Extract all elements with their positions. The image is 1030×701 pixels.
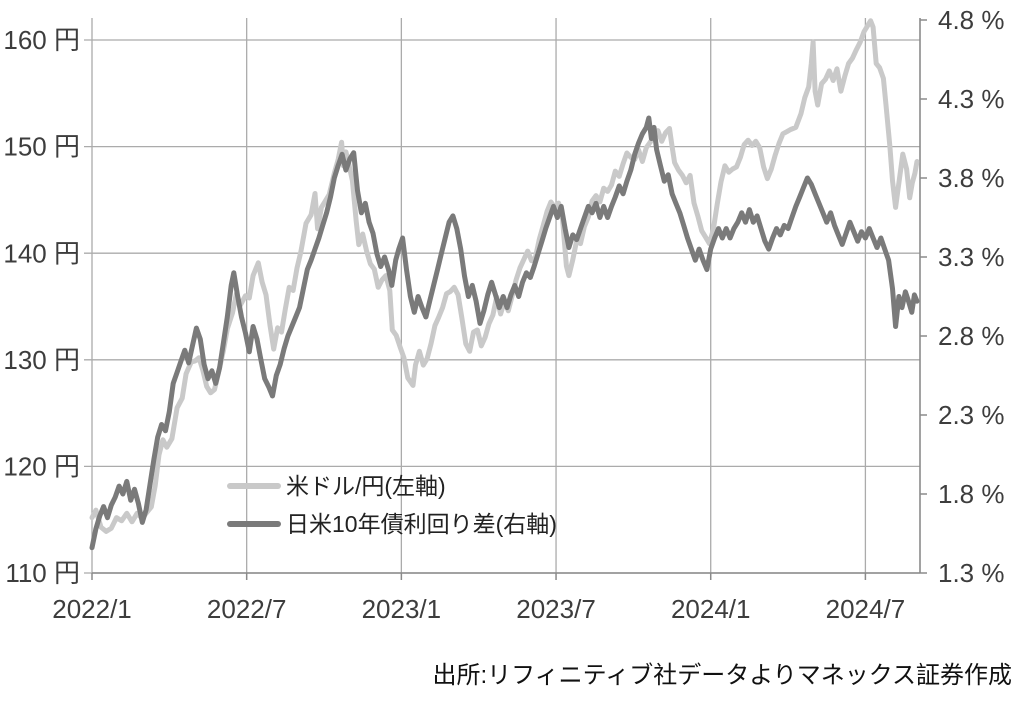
left-axis-tick-label: 120 円: [3, 452, 80, 482]
right-axis-tick-label: 4.8 %: [938, 5, 1005, 35]
usdjpy-line: [89, 18, 920, 534]
legend-item-label: 日米10年債利回り差(右軸): [286, 511, 557, 537]
yield-spread-line: [89, 115, 920, 551]
right-axis-labels: 4.8 % 4.3 % 3.8 % 3.3 % 2.8 % 2.3 % 1.8 % 1.3 %: [938, 5, 1005, 588]
axes: [91, 18, 927, 580]
left-axis-tick-label: 160 円: [3, 25, 80, 55]
x-axis-tick-label: 2024/7: [826, 594, 906, 624]
right-axis-tick-label: 3.8 %: [938, 163, 1005, 193]
left-axis-tick-label: 110 円: [5, 558, 80, 588]
right-axis-tick-label: 4.3 %: [938, 84, 1005, 114]
x-axis-tick-label: 2023/7: [516, 594, 596, 624]
x-axis-tick-label: 2022/7: [207, 594, 287, 624]
legend-item-label: 米ドル/円(左軸): [286, 473, 446, 499]
right-axis-tick-label: 2.3 %: [938, 400, 1005, 430]
right-axis-tick-label: 2.8 %: [938, 321, 1005, 351]
left-axis-tick-label: 150 円: [3, 132, 80, 162]
source-note: 出所:リフィニティブ社データよりマネックス証券作成: [432, 662, 1012, 689]
left-axis-tick-label: 140 円: [3, 238, 80, 268]
right-axis-tick-label: 3.3 %: [938, 242, 1005, 272]
right-axis-tick-label: 1.8 %: [938, 479, 1005, 509]
x-axis-tick-label: 2022/1: [52, 594, 132, 624]
left-axis-labels: 160 円 150 円 140 円 130 円 120 円 110 円: [3, 25, 80, 588]
legend: 米ドル/円(左軸) 日米10年債利回り差(右軸): [227, 473, 557, 537]
x-axis-labels: 2022/1 2022/7 2023/1 2023/7 2024/1 2024/7: [52, 594, 905, 624]
x-axis-tick-label: 2024/1: [671, 594, 751, 624]
left-axis-tick-label: 130 円: [3, 345, 80, 375]
right-axis-tick-label: 1.3 %: [938, 558, 1005, 588]
series-lines: [89, 18, 920, 551]
x-axis-tick-label: 2023/1: [362, 594, 442, 624]
